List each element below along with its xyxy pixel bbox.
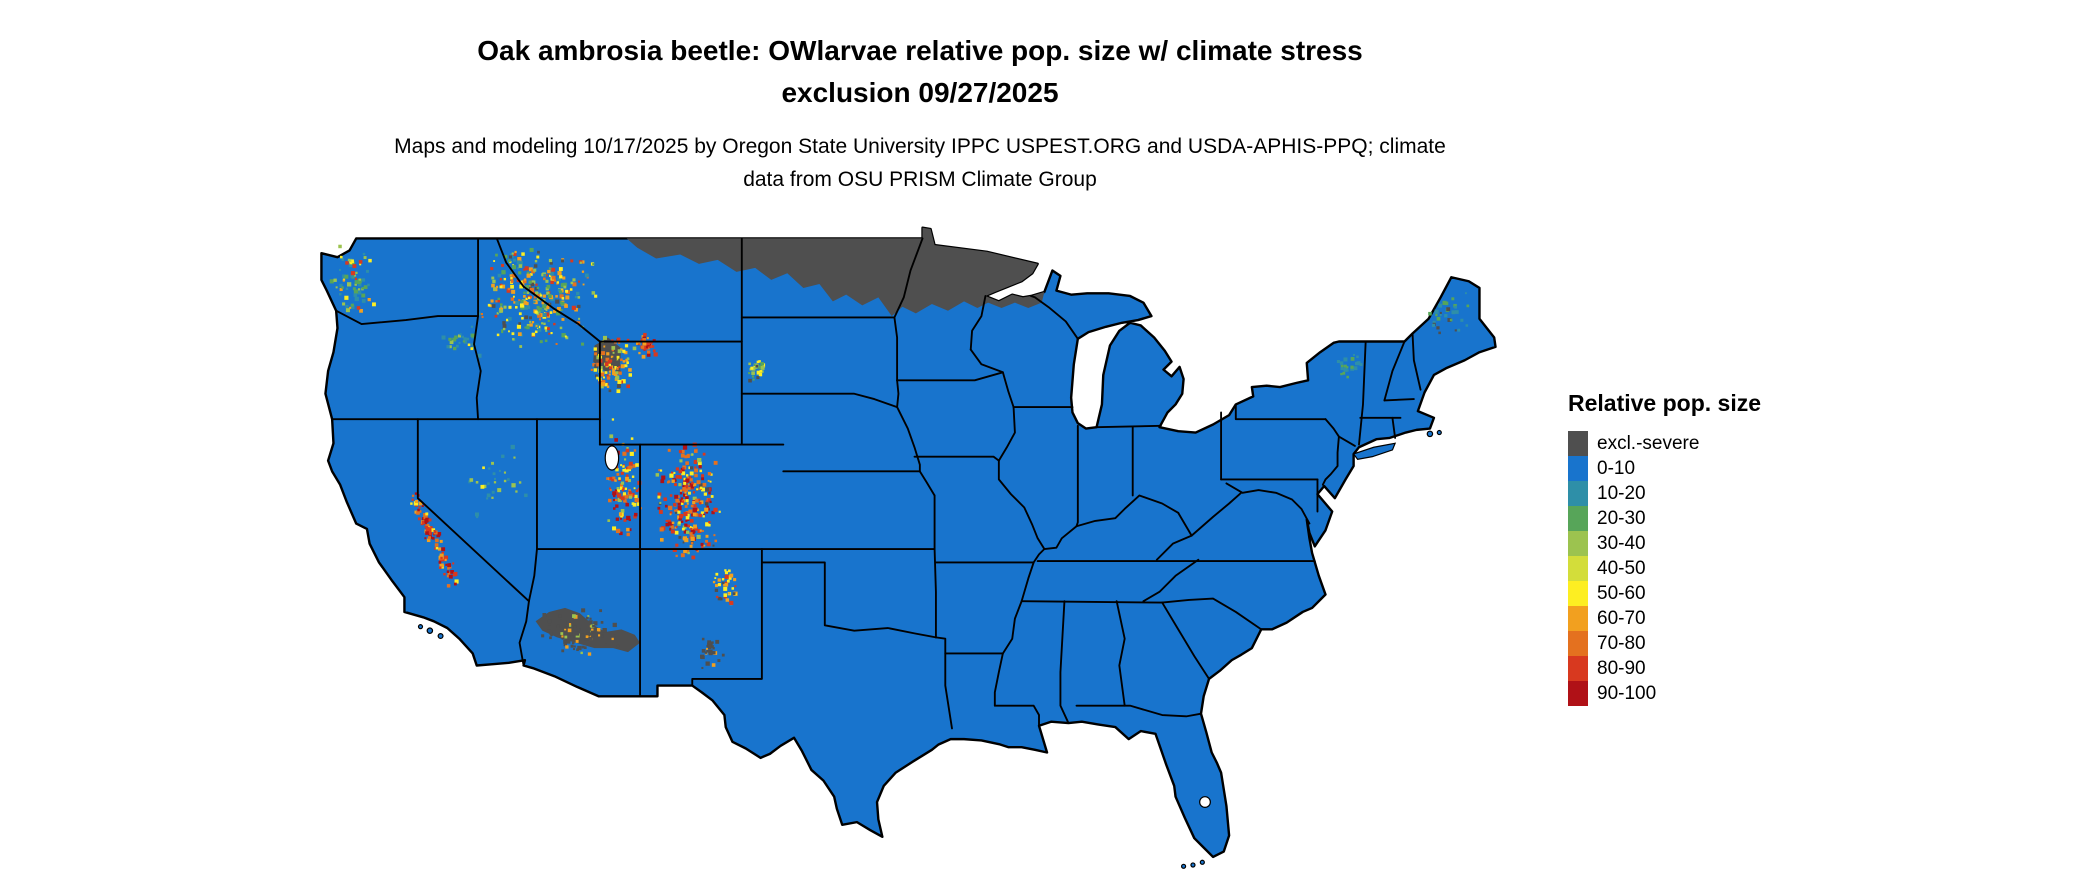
channel-island [417,624,424,630]
legend-item: 10-20 [1568,481,1761,506]
legend-swatch [1568,606,1588,631]
florida-key [1199,859,1205,865]
legend-item: 30-40 [1568,531,1761,556]
legend-swatch [1568,531,1588,556]
florida-key [1180,863,1187,869]
nantucket-island [1426,430,1434,438]
figure-title: Oak ambrosia beetle: OWlarvae relative p… [477,35,1363,108]
population-overlay [329,244,1470,669]
legend-swatch [1568,506,1588,531]
figure-subtitle: Maps and modeling 10/17/2025 by Oregon S… [394,135,1446,191]
legend-swatch [1568,656,1588,681]
legend-swatch [1568,681,1588,706]
legend-label: 40-50 [1597,557,1646,579]
us-land-area [320,226,1497,859]
legend-swatch [1568,631,1588,656]
legend-item: 60-70 [1568,606,1761,631]
legend-swatch [1568,581,1588,606]
channel-island [437,633,444,640]
inland-lakes [604,445,1211,809]
legend: Relative pop. size excl.-severe 0-10 10-20… [1568,390,1761,706]
legend-item: 40-50 [1568,556,1761,581]
legend-item: 20-30 [1568,506,1761,531]
legend-label: excl.-severe [1597,432,1700,454]
us-map [320,226,1497,869]
marthas-vineyard-island [1436,429,1442,436]
islands [417,429,1442,869]
lake-okeechobee [1199,796,1211,809]
legend-label: 0-10 [1597,457,1636,479]
florida-key [1190,862,1196,868]
legend-item: excl.-severe [1568,431,1761,456]
legend-label: 50-60 [1597,582,1646,604]
legend-swatch [1568,431,1588,456]
legend-item: 50-60 [1568,581,1761,606]
legend-label: 10-20 [1597,482,1646,504]
legend-item: 0-10 [1568,456,1761,481]
long-island [1352,442,1397,460]
great-salt-lake [604,445,620,471]
legend-items: excl.-severe 0-10 10-20 20-30 30-40 40-50 50-6… [1568,431,1761,706]
legend-label: 90-100 [1597,682,1657,704]
figure-header: Oak ambrosia beetle: OWlarvae relative p… [0,30,1840,196]
exclusion-region-northern-plains [626,227,1045,317]
legend-item: 80-90 [1568,656,1761,681]
legend-swatch [1568,456,1588,481]
legend-label: 70-80 [1597,632,1646,654]
channel-island [426,627,434,634]
legend-label: 60-70 [1597,607,1646,629]
legend-label: 80-90 [1597,657,1646,679]
legend-swatch [1568,481,1588,506]
legend-label: 30-40 [1597,532,1646,554]
legend-label: 20-30 [1597,507,1646,529]
legend-title: Relative pop. size [1568,390,1762,416]
legend-item: 70-80 [1568,631,1761,656]
exclusion-region-arizona-mogollon [535,607,641,653]
state-borders [331,237,1422,730]
legend-item: 90-100 [1568,681,1761,706]
legend-swatch [1568,556,1588,581]
